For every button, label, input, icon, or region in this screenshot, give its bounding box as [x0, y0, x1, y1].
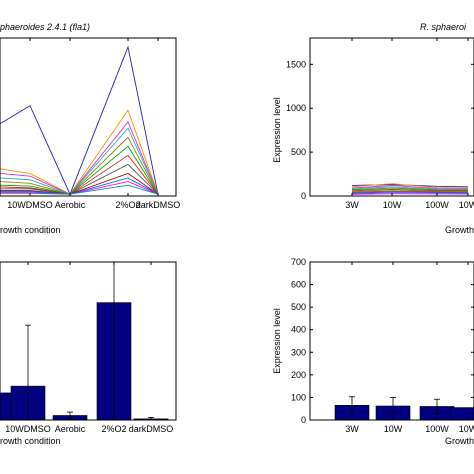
series-line — [351, 185, 469, 190]
y-axis-label: Expression level — [272, 97, 282, 163]
x-tick-label: 10WDMSO — [7, 200, 53, 210]
series-line — [351, 192, 469, 194]
plot-area — [0, 262, 169, 420]
x-tick-label: 2%O2 — [115, 200, 140, 210]
x-axis-label: rowth condition — [0, 436, 61, 446]
y-tick-label: 0 — [301, 415, 306, 425]
x-tick-label: darkDMSO — [136, 200, 181, 210]
x-tick-label: 10W — [383, 200, 402, 210]
y-axis-label: Expression level — [272, 308, 282, 374]
series-line — [351, 188, 469, 192]
y-tick-label: 1500 — [286, 59, 306, 69]
series-line — [351, 183, 469, 189]
bar — [450, 407, 474, 420]
axes-frame — [309, 37, 474, 197]
x-tick-label: darkDMSO — [129, 424, 174, 434]
x-tick-label: 100W — [425, 424, 449, 434]
axes-frame — [309, 261, 474, 421]
y-tick-label: 700 — [291, 257, 306, 267]
axes-frame — [0, 37, 177, 197]
series-line — [351, 190, 469, 193]
chart-top-right: R. sphaeroi Growth Expression level 3W 10… — [272, 22, 474, 235]
x-tick-label: 10W — [459, 424, 474, 434]
series-line — [351, 187, 469, 191]
y-tick-label: 600 — [291, 280, 306, 290]
x-axis-label: Growth — [445, 225, 474, 235]
series-line — [351, 191, 469, 193]
x-tick-label: 10W — [459, 200, 474, 210]
x-tick-label: 3W — [345, 424, 359, 434]
axes-frame — [0, 261, 177, 421]
x-tick-label: Aerobic — [55, 424, 86, 434]
chart-top-left: phaeroides 2.4.1 (fla1) rowth condition … — [0, 22, 180, 235]
y-tick-label: 500 — [291, 147, 306, 157]
y-tick-label: 0 — [301, 191, 306, 201]
x-tick-label: 100W — [425, 200, 449, 210]
y-tick-label: 400 — [291, 325, 306, 335]
x-axis-label: rowth condition — [0, 225, 61, 235]
x-tick-label: Aerobic — [55, 200, 86, 210]
x-tick-label: 10W — [384, 424, 403, 434]
chart-bottom-left: rowth condition 10WDMSO Aerobic 2%O2 darkDM… — [0, 261, 177, 446]
y-tick-label: 500 — [291, 302, 306, 312]
y-tick-label: 1000 — [286, 103, 306, 113]
series-line — [351, 193, 469, 195]
y-tick-label: 300 — [291, 347, 306, 357]
x-tick-label: 10WDMSO — [5, 424, 51, 434]
y-tick-label: 200 — [291, 370, 306, 380]
chart-title: R. sphaeroi — [420, 22, 467, 32]
plot-area — [334, 396, 474, 420]
chart-bottom-right: Growth Expression level 3W 10W 100W 10W 0 100… — [272, 257, 474, 446]
x-tick-label: 2%O2 — [101, 424, 126, 434]
series-line — [351, 186, 469, 191]
y-tick-label: 100 — [291, 392, 306, 402]
x-tick-label: 3W — [345, 200, 359, 210]
chart-title: phaeroides 2.4.1 (fla1) — [0, 22, 90, 32]
x-axis-label: Growth — [445, 436, 474, 446]
